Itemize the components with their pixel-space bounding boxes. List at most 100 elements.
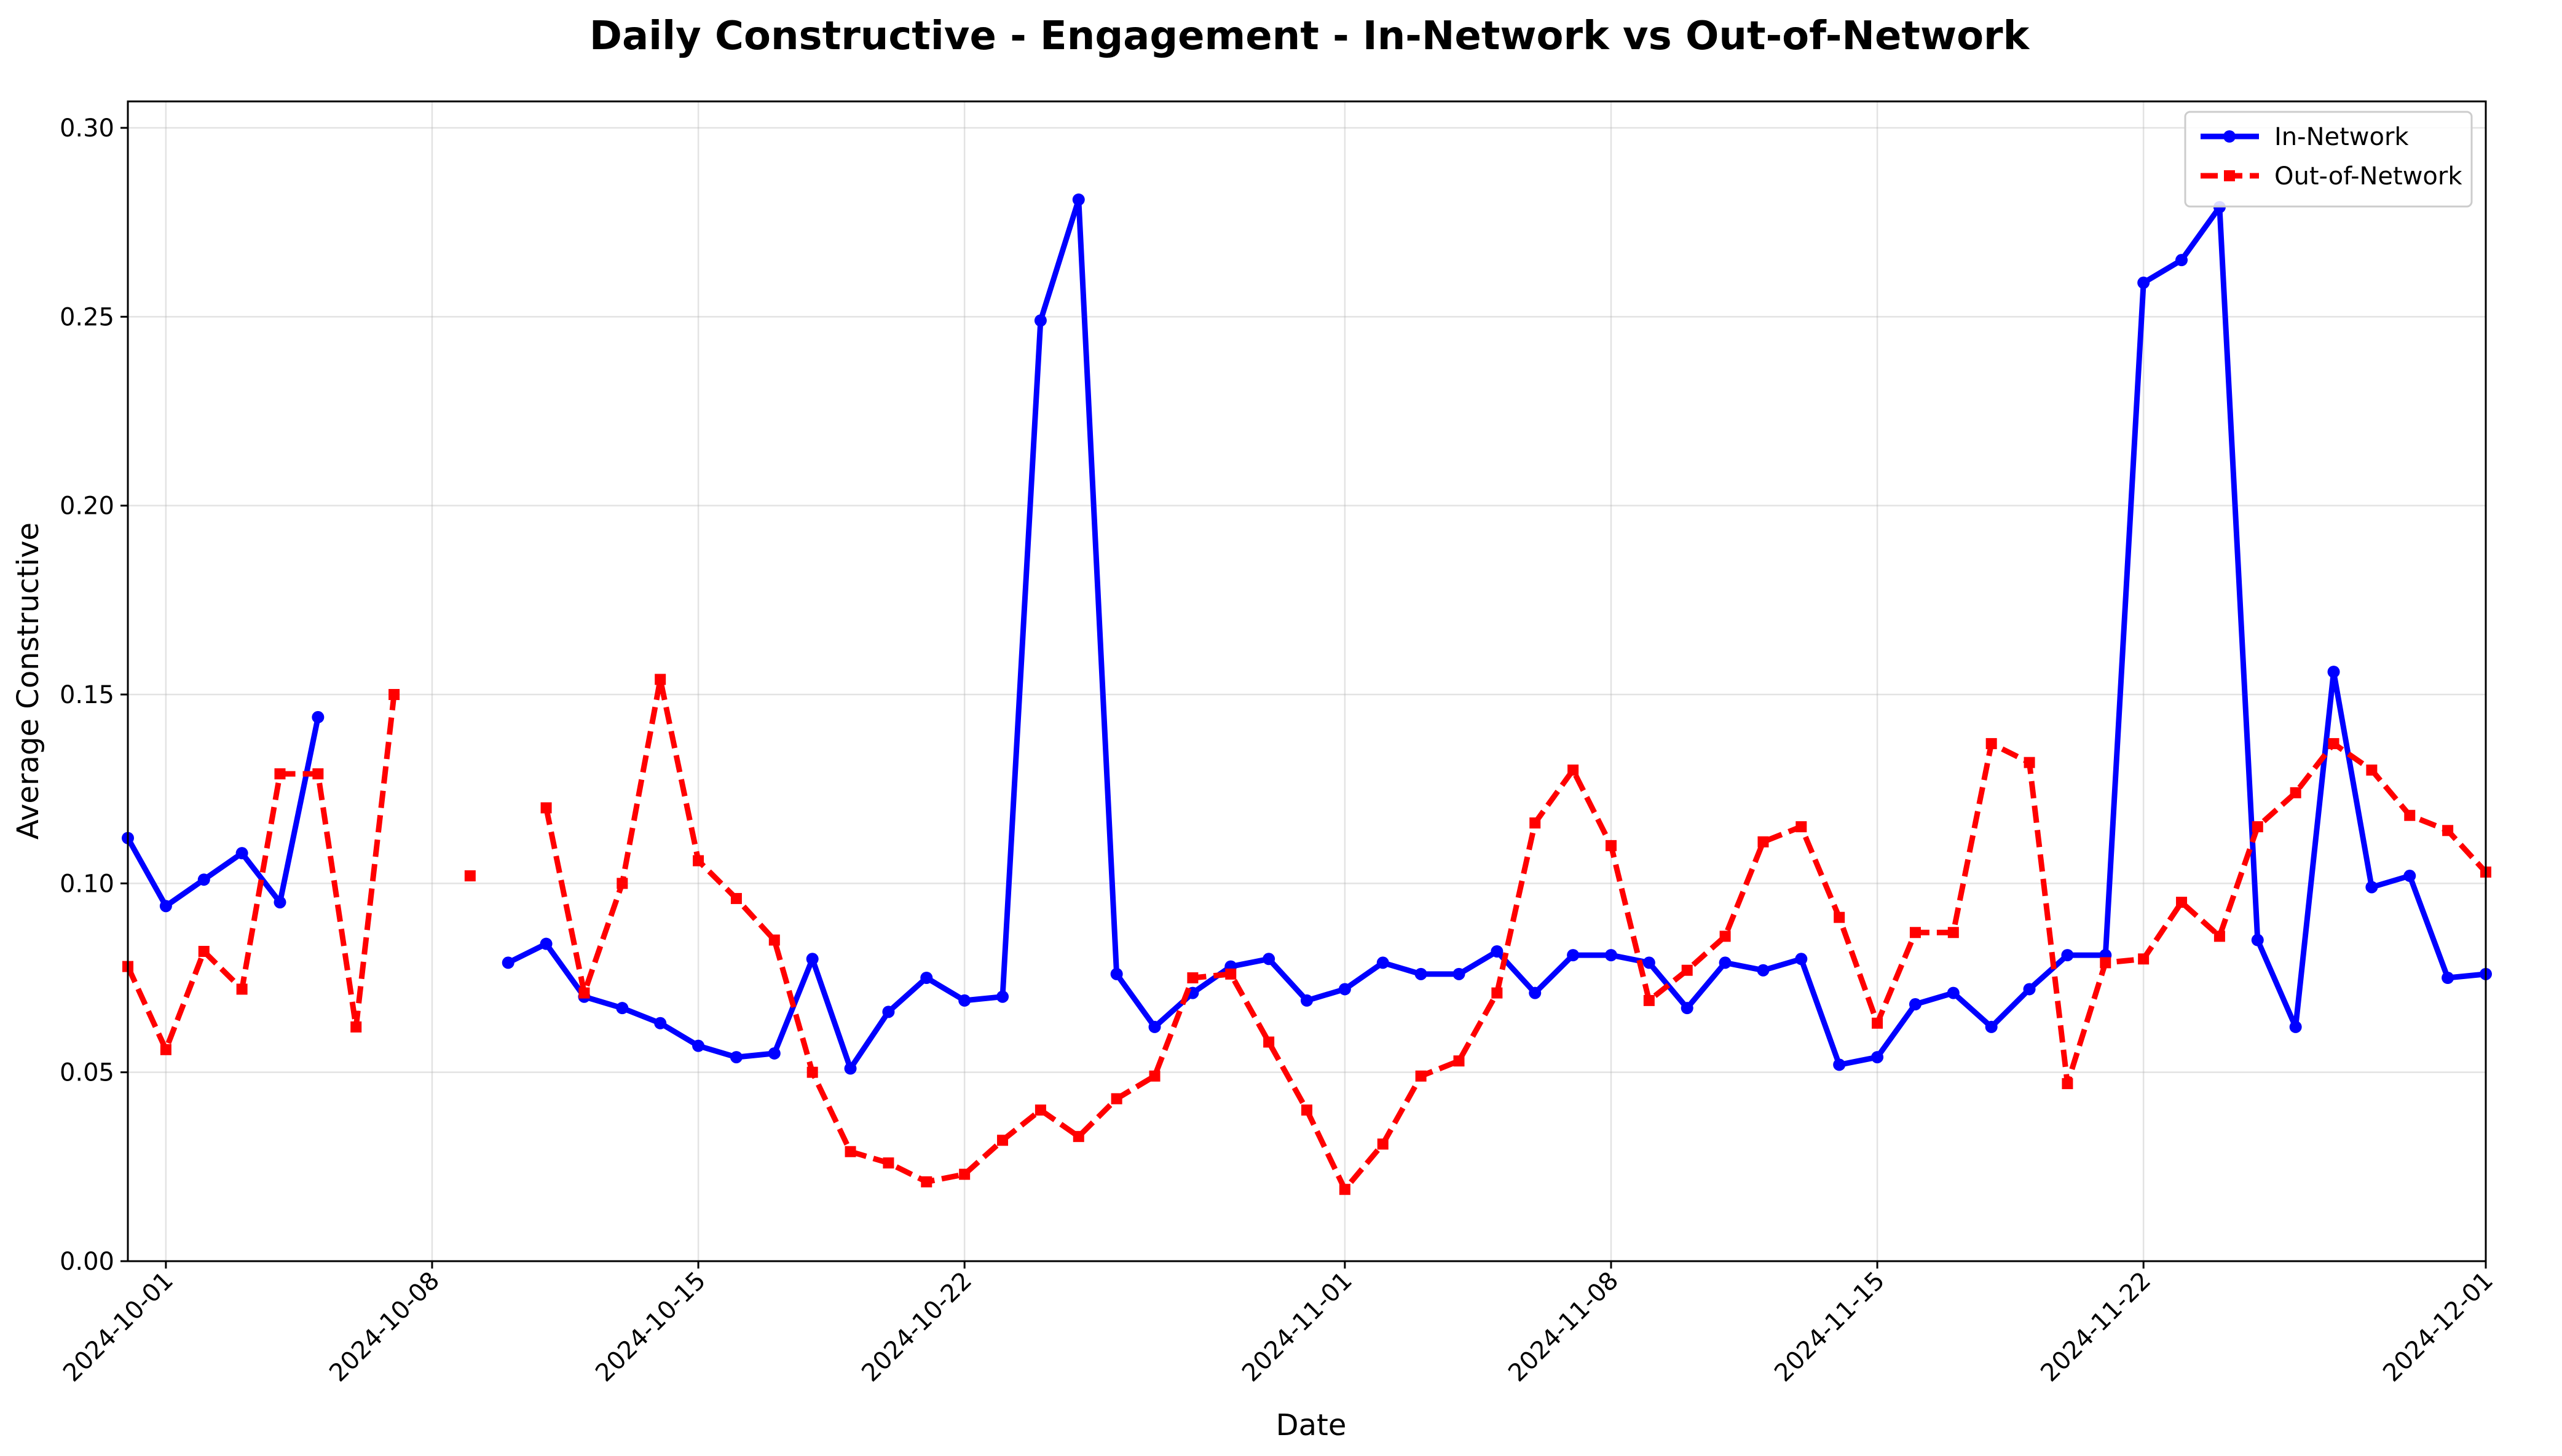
data-point xyxy=(997,1135,1009,1146)
data-point xyxy=(1035,1104,1046,1116)
data-point xyxy=(1985,1020,1998,1033)
data-point xyxy=(883,1157,894,1169)
data-point xyxy=(1833,1058,1846,1071)
x-tick-label: 2024-10-08 xyxy=(324,1267,445,1388)
data-point xyxy=(1681,964,1693,976)
data-point xyxy=(730,892,742,904)
data-point xyxy=(2403,870,2416,883)
data-point xyxy=(1795,953,1808,966)
x-tick-label: 2024-10-15 xyxy=(590,1267,711,1388)
plot-frame xyxy=(127,100,2487,1262)
data-point xyxy=(2442,972,2454,985)
data-point xyxy=(692,1039,705,1052)
data-point xyxy=(1301,994,1313,1007)
data-point xyxy=(2328,738,2339,749)
data-point xyxy=(1187,972,1199,984)
data-point xyxy=(617,878,628,889)
legend-label: Out-of-Network xyxy=(2274,162,2462,191)
y-tick-label: 0.25 xyxy=(60,303,114,331)
data-point xyxy=(312,768,324,780)
data-point xyxy=(921,1176,932,1187)
data-point xyxy=(2137,277,2150,289)
data-point xyxy=(1110,967,1123,980)
data-point xyxy=(2100,957,2111,969)
series-line xyxy=(125,676,2488,1192)
data-point xyxy=(1909,998,1922,1011)
data-point xyxy=(1757,964,1770,977)
series-in-network xyxy=(122,193,2492,1075)
data-point xyxy=(1681,1002,1693,1015)
y-tick-label: 0.00 xyxy=(60,1248,114,1276)
data-point xyxy=(768,1047,781,1060)
data-point xyxy=(655,674,666,685)
data-point xyxy=(1719,931,1731,942)
data-point xyxy=(1338,983,1351,996)
data-point xyxy=(1263,1036,1275,1048)
data-point xyxy=(312,710,325,723)
data-point xyxy=(1947,986,1960,999)
data-point xyxy=(882,1005,895,1018)
data-point xyxy=(160,1044,171,1055)
data-point xyxy=(1642,956,1655,969)
data-point xyxy=(958,994,971,1007)
legend-label: In-Network xyxy=(2274,123,2409,151)
data-point xyxy=(1834,911,1845,923)
x-tick-label: 2024-10-01 xyxy=(58,1267,179,1388)
data-point xyxy=(2289,1020,2302,1033)
data-point xyxy=(2404,809,2416,821)
data-point xyxy=(1795,821,1807,833)
data-point xyxy=(1377,1138,1389,1150)
legend-marker xyxy=(2223,130,2236,143)
data-point xyxy=(1567,764,1579,776)
data-point xyxy=(197,873,210,886)
data-point xyxy=(540,937,553,950)
data-point xyxy=(806,953,819,966)
chart-title: Daily Constructive - Engagement - In-Net… xyxy=(589,14,2030,59)
data-point xyxy=(2023,983,2036,996)
ticks-layer: 2024-10-01 2024-10-08 2024-10-15 2024-10-22… xyxy=(58,114,2499,1387)
data-point xyxy=(1415,1070,1427,1082)
data-point xyxy=(844,1062,857,1075)
data-point xyxy=(1148,1020,1161,1033)
data-point xyxy=(1985,738,1997,749)
data-point xyxy=(1719,956,1732,969)
series-out-of-network xyxy=(122,674,2491,1195)
data-point xyxy=(464,870,476,882)
data-point xyxy=(1453,1055,1465,1067)
y-tick-label: 0.05 xyxy=(60,1059,114,1087)
data-point xyxy=(1529,986,1542,999)
data-point xyxy=(1111,1093,1122,1104)
data-point xyxy=(2061,949,2074,962)
data-point xyxy=(1376,956,1389,969)
data-point xyxy=(274,768,286,780)
x-axis-label: Date xyxy=(1276,1408,1347,1442)
series-layer xyxy=(122,193,2492,1195)
data-point xyxy=(2366,764,2378,776)
data-point xyxy=(996,990,1009,1003)
data-point xyxy=(693,855,704,867)
legend-marker xyxy=(2224,170,2235,181)
data-point xyxy=(236,983,248,995)
y-tick-label: 0.30 xyxy=(60,114,114,143)
data-point xyxy=(1491,987,1503,999)
series-line xyxy=(125,197,2486,1071)
data-point xyxy=(1909,927,1921,939)
data-point xyxy=(198,945,210,957)
data-point xyxy=(1871,1051,1884,1064)
data-point xyxy=(1301,1104,1312,1116)
data-point xyxy=(616,1002,629,1015)
data-point xyxy=(1073,1131,1084,1143)
grid-layer xyxy=(128,101,2487,1262)
data-point xyxy=(1452,967,1465,980)
data-point xyxy=(1567,949,1580,962)
x-tick-label: 2024-11-15 xyxy=(1769,1267,1890,1388)
data-point xyxy=(1757,836,1769,848)
data-point xyxy=(1529,817,1541,828)
data-point xyxy=(2138,953,2150,965)
data-point xyxy=(350,1021,362,1033)
data-point xyxy=(768,934,780,946)
data-point xyxy=(235,847,248,860)
data-point xyxy=(1643,994,1655,1006)
data-point xyxy=(1225,968,1237,980)
data-point xyxy=(2290,787,2301,798)
